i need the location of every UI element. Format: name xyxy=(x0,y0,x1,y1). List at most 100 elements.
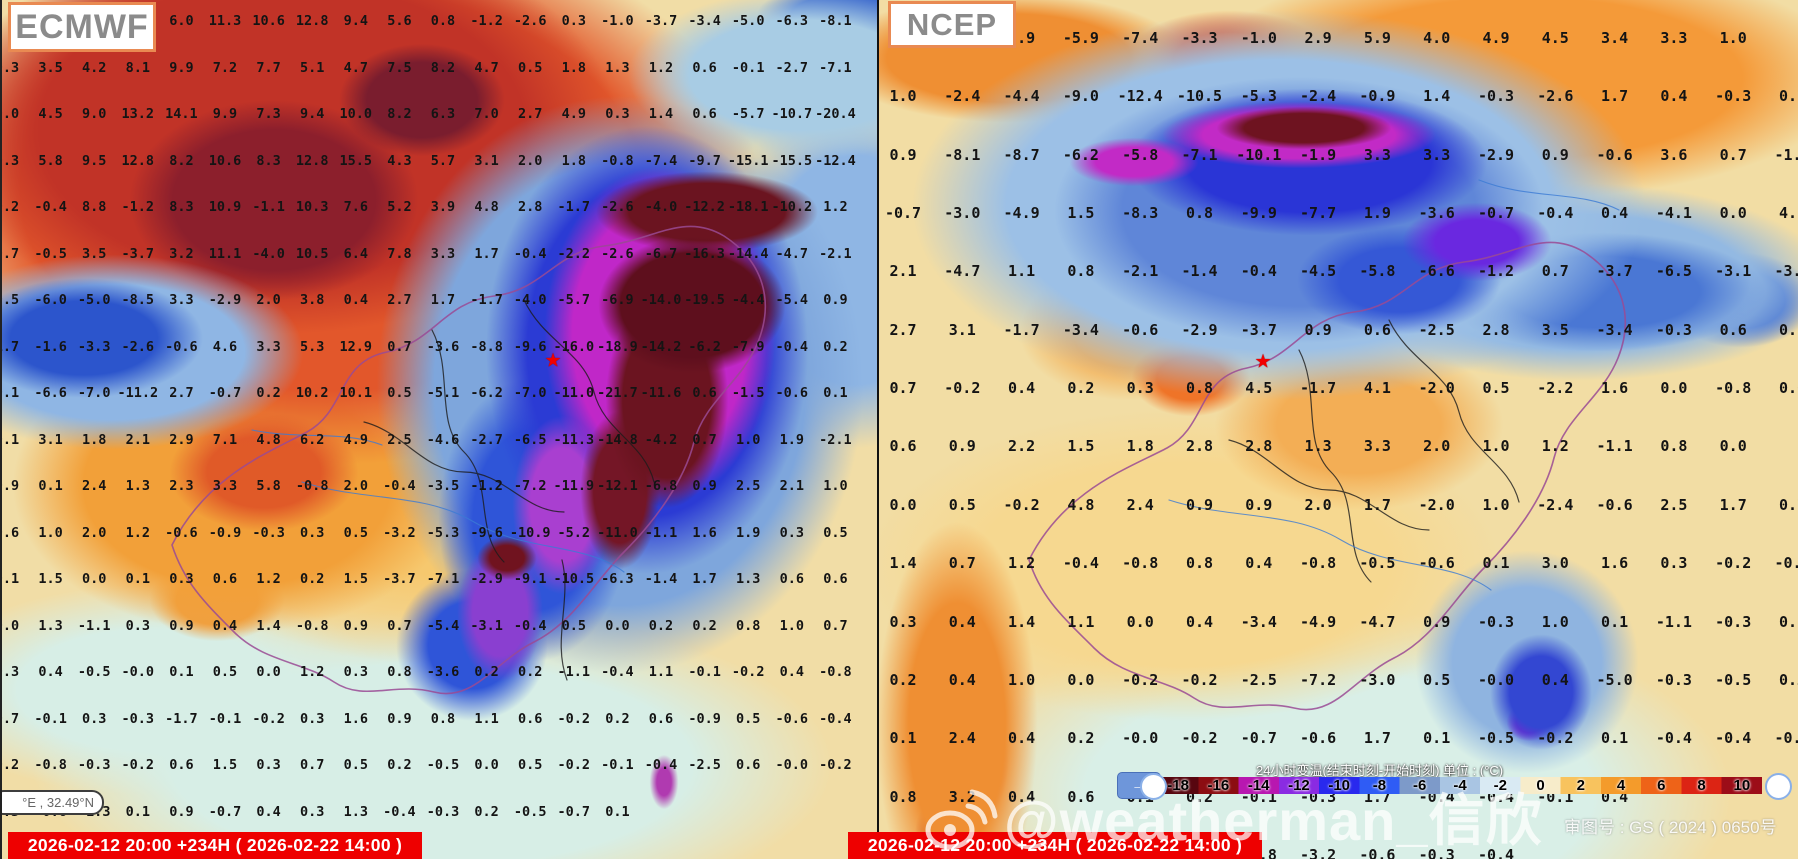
grid-value: -12.1 xyxy=(597,478,638,494)
grid-value: -2.1 xyxy=(819,245,852,262)
grid-value: 1.6 xyxy=(343,710,368,727)
grid-value: 10.1 xyxy=(339,385,373,401)
watermark-handle: @weatherman_信欣 xyxy=(1004,789,1543,852)
grid-value: -6.7 xyxy=(644,245,678,262)
grid-value: 1.8 xyxy=(81,431,107,448)
grid-value: 1.9 xyxy=(779,431,804,448)
grid-value: 1.2 xyxy=(1541,437,1569,456)
grid-value: -5.1 xyxy=(426,385,460,401)
grid-value: 4.8 xyxy=(256,431,281,448)
grid-value: -10.9 xyxy=(509,524,551,541)
grid-value: -7.1 xyxy=(1181,145,1218,164)
grid-value: 0.1 xyxy=(125,571,150,587)
grid-value: -1.1 xyxy=(557,664,591,680)
grid-value: -0.4 xyxy=(601,664,634,680)
grid-value: -1.4 xyxy=(644,571,678,587)
grid-value: -3.4 xyxy=(688,13,721,29)
grid-value: 11.3 xyxy=(208,13,242,29)
grid-value: -3.4 xyxy=(1062,320,1099,339)
grid-value: 0.8 xyxy=(1185,379,1214,398)
grid-value: 0.9 xyxy=(948,437,976,456)
grid-value: 10.2 xyxy=(295,385,329,401)
grid-value: -3.3 xyxy=(1181,29,1218,47)
grid-value: 0.6 xyxy=(692,385,717,401)
grid-value: -5.0 xyxy=(1596,670,1633,689)
grid-value: -5.3 xyxy=(1240,87,1277,106)
grid-value: 0.2 xyxy=(1067,729,1095,748)
grid-value: 0.2 xyxy=(474,664,499,680)
grid-value: -1.0 xyxy=(601,13,634,29)
grid-value: -15.5 xyxy=(771,152,813,169)
grid-value: 2.1 xyxy=(779,478,804,494)
grid-value: -0.2 xyxy=(557,710,591,727)
grid-value: 1.7 xyxy=(474,245,499,262)
grid-value: 6.2 xyxy=(299,431,325,448)
grid-value: -7.1 xyxy=(819,59,852,76)
grid-value: 0.5 xyxy=(1482,379,1510,398)
grid-value: -6.3 xyxy=(601,571,634,587)
grid-value: 0.6 xyxy=(735,757,761,773)
grid-value: 3.3 xyxy=(1423,145,1451,164)
grid-value: 0.1 xyxy=(125,803,150,820)
grid-value: 5.9 xyxy=(1363,29,1391,47)
grid-value: 3.5 xyxy=(1541,320,1569,339)
grid-value: 0.3 xyxy=(299,524,325,541)
legend-right-cap-handle[interactable] xyxy=(1765,773,1792,800)
grid-value: -3.4 xyxy=(1774,262,1798,281)
grid-value: -0.6 xyxy=(1300,729,1337,748)
grid-value: 2.4 xyxy=(948,729,976,748)
grid-value: 0.5 xyxy=(517,757,543,773)
grid-value: -0.6 xyxy=(1596,495,1633,514)
coordinate-tooltip-text: °E , 32.49°N xyxy=(22,795,94,810)
grid-value: -0.4 xyxy=(1715,729,1752,748)
grid-value: -1.6 xyxy=(34,338,67,355)
grid-value: -2.9 xyxy=(208,292,242,308)
grid-value: 0.9 xyxy=(169,803,194,820)
grid-value: -0.6 xyxy=(1418,554,1455,573)
grid-value: 1.2 xyxy=(1008,554,1036,573)
grid-value: -0.6 xyxy=(1359,845,1396,859)
grid-value: 0.7 xyxy=(889,379,917,398)
grid-value: -0.2 xyxy=(1537,729,1574,748)
grid-value: -0.3 xyxy=(1715,87,1752,106)
grid-value: -1.2 xyxy=(470,478,503,494)
grid-value: 1.1 xyxy=(648,664,674,680)
grid-value: 0.4 xyxy=(38,664,63,680)
legend-tick: 8 xyxy=(1697,776,1706,794)
grid-value: 1.0 xyxy=(1482,495,1510,514)
grid-value: 0.2 xyxy=(256,385,281,401)
grid-value: -14.0 xyxy=(640,292,682,308)
grid-value: -1.0 xyxy=(1240,29,1277,47)
ecmwf-model-label-text: ECMWF xyxy=(15,7,149,46)
grid-value: 0.2 xyxy=(823,338,848,355)
grid-value: 1.5 xyxy=(343,571,368,587)
grid-value: 0.6 xyxy=(1778,379,1798,398)
grid-value: -0.6 xyxy=(775,385,809,401)
grid-value: -4.6 xyxy=(426,431,460,448)
grid-value: 0.9 xyxy=(889,145,917,164)
grid-value: 3.2 xyxy=(169,245,194,262)
grid-value: 3.4 xyxy=(1601,29,1629,47)
grid-value: -9.6 xyxy=(470,524,503,541)
grid-value: -1.5 xyxy=(731,385,765,401)
legend-left-cap-handle[interactable] xyxy=(1140,773,1167,800)
grid-value: 0.9 xyxy=(2,478,20,494)
legend-tick: -12 xyxy=(1288,776,1310,794)
grid-value: 1.4 xyxy=(648,106,674,122)
grid-value: -4.5 xyxy=(1300,262,1337,281)
grid-value: -8.8 xyxy=(470,338,503,355)
grid-value: -4.7 xyxy=(775,245,809,262)
grid-value: 1.0 xyxy=(1541,612,1569,631)
grid-value: -0.4 xyxy=(513,245,547,262)
grid-value: -7.4 xyxy=(644,152,678,169)
grid-value: -12.4 xyxy=(815,152,856,169)
grid-value: 0.6 xyxy=(692,106,717,122)
grid-value: 1.0 xyxy=(1482,437,1510,456)
grid-value: -0.2 xyxy=(1715,554,1752,573)
grid-value: -0.5 xyxy=(426,757,460,773)
grid-value: -0.1 xyxy=(208,710,242,727)
grid-value: -7.0 xyxy=(513,385,547,401)
ecmwf-valid-time-banner: 2026-02-12 20:00 +234H ( 2026-02-22 14:0… xyxy=(8,832,422,859)
grid-value: -9.6 xyxy=(513,338,547,355)
grid-value: 0.8 xyxy=(430,710,456,727)
